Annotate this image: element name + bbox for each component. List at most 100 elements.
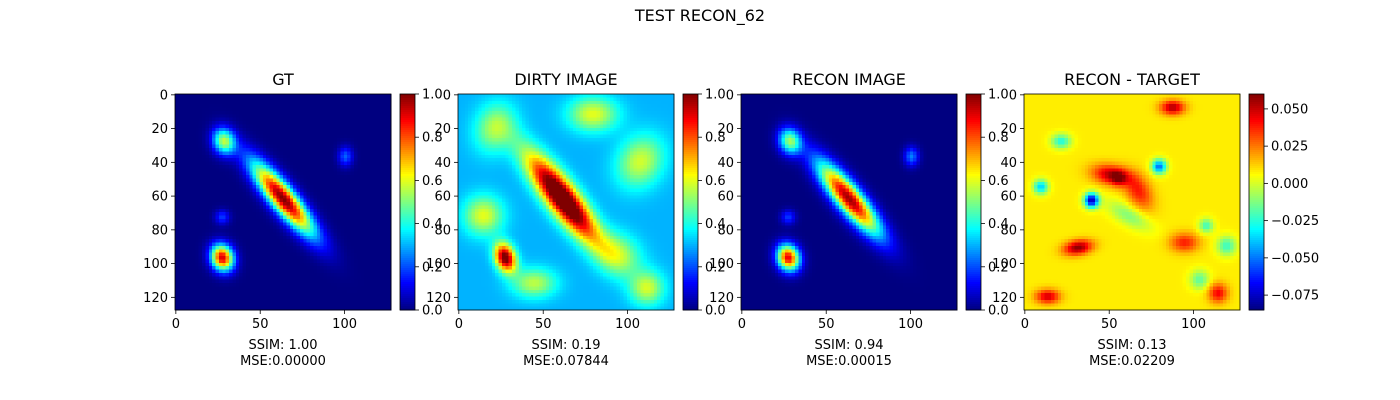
- heatmap-cell: [175, 121, 179, 125]
- heatmap-cell: [316, 242, 321, 247]
- heatmap-cell: [293, 212, 297, 216]
- heatmap-cell: [191, 110, 196, 115]
- heatmap-cell: [222, 222, 227, 227]
- heatmap-cell: [222, 117, 227, 122]
- heatmap-cell: [316, 154, 321, 159]
- heatmap-cell: [239, 279, 243, 284]
- heatmap-cell: [370, 154, 375, 159]
- heatmap-cell: [320, 198, 324, 203]
- heatmap-cell: [380, 188, 385, 193]
- heatmap-cell: [353, 266, 358, 270]
- heatmap-cell: [353, 97, 358, 102]
- heatmap-cell: [259, 272, 264, 277]
- heatmap-cell: [367, 175, 372, 179]
- heatmap-cell: [195, 158, 200, 162]
- heatmap-cell: [262, 289, 267, 294]
- heatmap-cell: [326, 127, 331, 132]
- heatmap-cell: [252, 114, 257, 119]
- heatmap-cell: [323, 218, 328, 223]
- heatmap-cell: [215, 235, 220, 240]
- heatmap-cell: [303, 158, 308, 162]
- heatmap-cell: [289, 151, 294, 156]
- heatmap-cell: [377, 107, 382, 112]
- heatmap-cell: [498, 104, 503, 108]
- colorbar-segment: [400, 178, 415, 181]
- heatmap-cell: [367, 137, 372, 142]
- heatmap-cell: [313, 279, 318, 284]
- heatmap-cell: [343, 306, 348, 311]
- heatmap-cell: [357, 151, 362, 156]
- heatmap-cell: [303, 181, 308, 186]
- heatmap-cell: [215, 266, 220, 270]
- heatmap-cell: [576, 127, 580, 132]
- heatmap-cell: [239, 215, 243, 220]
- heatmap-cell: [208, 239, 213, 243]
- heatmap-cell: [262, 272, 267, 277]
- heatmap-cell: [384, 94, 389, 98]
- heatmap-cell: [256, 148, 260, 152]
- heatmap-cell: [269, 283, 274, 287]
- heatmap-cell: [232, 198, 237, 203]
- heatmap-cell: [215, 212, 220, 216]
- heatmap-cell: [175, 100, 179, 105]
- heatmap-cell: [337, 259, 341, 264]
- heatmap-cell: [215, 117, 220, 122]
- heatmap-cell: [350, 306, 355, 311]
- heatmap-cell: [239, 141, 243, 146]
- heatmap-cell: [283, 225, 287, 230]
- heatmap-cell: [205, 141, 210, 146]
- heatmap-cell: [215, 158, 220, 162]
- heatmap-cell: [218, 212, 223, 216]
- heatmap-cell: [262, 117, 267, 122]
- heatmap-cell: [208, 131, 213, 135]
- heatmap-cell: [222, 171, 227, 176]
- heatmap-cell: [185, 100, 189, 105]
- heatmap-cell: [269, 158, 274, 162]
- heatmap-cell: [364, 259, 368, 264]
- heatmap-cell: [616, 114, 621, 119]
- heatmap-cell: [343, 229, 348, 233]
- heatmap-cell: [198, 306, 203, 311]
- heatmap-cell: [323, 104, 328, 108]
- heatmap-cell: [323, 148, 328, 152]
- heatmap-cell: [364, 269, 368, 274]
- heatmap-cell: [330, 141, 335, 146]
- heatmap-cell: [256, 151, 260, 156]
- heatmap-cell: [191, 235, 196, 240]
- heatmap-cell: [239, 208, 243, 213]
- heatmap-cell: [350, 283, 355, 287]
- heatmap-cell: [306, 168, 311, 173]
- heatmap-cell: [357, 100, 362, 105]
- heatmap-cell: [232, 262, 237, 267]
- heatmap-cell: [340, 202, 345, 206]
- heatmap-cell: [175, 158, 179, 162]
- heatmap-cell: [239, 303, 243, 308]
- panel-title-diff: RECON - TARGET: [1064, 70, 1200, 89]
- heatmap-cell: [306, 222, 311, 227]
- heatmap-cell: [330, 259, 335, 264]
- heatmap-cell: [347, 104, 351, 108]
- heatmap-cell: [232, 97, 237, 102]
- heatmap-cell: [316, 202, 321, 206]
- heatmap-cell: [259, 235, 264, 240]
- heatmap-cell: [350, 141, 355, 146]
- heatmap-cell: [215, 286, 220, 291]
- heatmap-cell: [596, 127, 601, 132]
- heatmap-cell: [235, 296, 240, 301]
- heatmap-cell: [229, 249, 233, 254]
- heatmap-cell: [384, 100, 389, 105]
- heatmap-cell: [195, 286, 200, 291]
- heatmap-cell: [188, 215, 193, 220]
- heatmap-cell: [310, 185, 314, 189]
- heatmap-cell: [353, 104, 358, 108]
- heatmap-cell: [249, 306, 254, 311]
- heatmap-cell: [343, 114, 348, 119]
- heatmap-cell: [249, 293, 254, 297]
- heatmap-cell: [653, 94, 658, 98]
- heatmap-cell: [232, 158, 237, 162]
- heatmap-cell: [387, 134, 392, 139]
- heatmap-cell: [188, 131, 193, 135]
- heatmap-cell: [202, 269, 206, 274]
- heatmap-cell: [256, 225, 260, 230]
- heatmap-cell: [266, 164, 270, 169]
